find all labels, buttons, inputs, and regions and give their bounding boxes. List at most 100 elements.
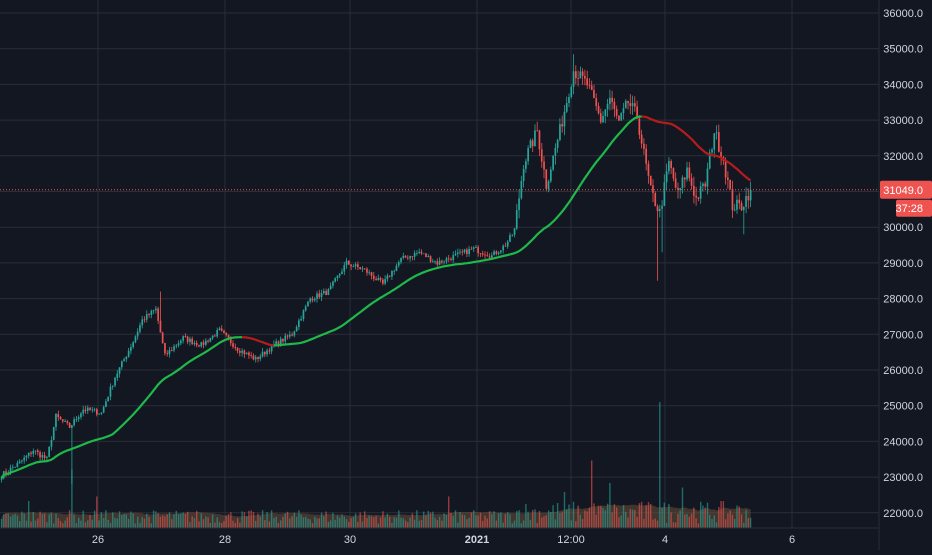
volume-bar: [325, 511, 327, 528]
volume-bar: [41, 514, 44, 528]
candle-body: [96, 409, 98, 415]
volume-bar: [209, 523, 211, 528]
candle-body: [59, 417, 62, 420]
candle-body: [572, 71, 575, 87]
volume-bar: [218, 522, 221, 528]
time-axis[interactable]: 26 28 30 2021 12:00 4 6: [0, 527, 879, 546]
candle-body: [470, 248, 473, 250]
volume-bar: [137, 516, 139, 528]
candle-body: [34, 450, 37, 452]
volume-bar: [416, 510, 418, 528]
candle-body: [372, 275, 375, 279]
volume-bar: [39, 511, 41, 528]
volume-bar: [679, 510, 681, 528]
candle-body: [352, 266, 355, 267]
volume-bar: [246, 516, 248, 528]
candle-body: [166, 353, 169, 355]
candle-body: [329, 285, 332, 290]
volume-bar: [577, 505, 579, 528]
volume-bar: [300, 514, 302, 528]
volume-bar: [277, 523, 280, 528]
candle-body: [672, 168, 675, 179]
candle-body: [702, 183, 704, 187]
volume-bar: [282, 516, 284, 528]
candle-body: [618, 115, 620, 121]
candle-body: [55, 414, 57, 428]
candle-body: [379, 278, 382, 280]
volume-bar: [164, 516, 166, 528]
candle-body: [37, 450, 39, 453]
candle-body: [695, 195, 697, 198]
candle-body: [264, 351, 266, 355]
volume-bar: [87, 520, 89, 528]
candle-body: [538, 130, 541, 150]
candle-body: [86, 407, 89, 411]
volume-bar: [491, 514, 493, 528]
candle-body: [64, 421, 66, 422]
volume-bar: [745, 510, 747, 528]
volume-bar: [448, 496, 450, 528]
volume-bar: [118, 511, 121, 528]
volume-bar: [121, 515, 123, 528]
volume-bar: [556, 503, 559, 528]
candle-body: [239, 351, 241, 353]
candle-body: [252, 355, 255, 360]
candle-body: [525, 161, 527, 169]
volume-bar: [21, 511, 23, 528]
candle-body: [404, 255, 407, 258]
candle-body: [397, 262, 400, 266]
volume-bar: [443, 513, 445, 528]
candle-body: [311, 298, 314, 301]
candle-body: [363, 268, 366, 270]
candle-body: [652, 185, 654, 193]
volume-bar: [634, 510, 636, 528]
candle-body: [742, 207, 745, 211]
volume-bar: [713, 515, 715, 528]
candle-body: [400, 257, 402, 263]
volume-bar: [366, 518, 368, 528]
candle-body: [132, 342, 134, 348]
volume-bar: [184, 514, 187, 528]
volume-bar: [327, 521, 330, 528]
volume-bar: [207, 517, 209, 528]
candle-body: [102, 406, 105, 413]
volume-bar: [647, 502, 650, 528]
volume-bar: [0, 519, 3, 528]
volume-bar: [96, 496, 98, 528]
volume-bar: [731, 514, 734, 528]
volume-bar: [323, 516, 325, 528]
candle-body: [332, 281, 334, 286]
price-axis[interactable]: 36000.035000.034000.033000.032000.031000…: [878, 0, 923, 550]
time-tick-label: 2021: [465, 534, 489, 546]
volume-bar: [722, 501, 725, 528]
volume-bar: [395, 517, 398, 528]
volume-bar: [202, 519, 205, 528]
volume-bar: [507, 512, 509, 528]
volume-bar: [584, 510, 586, 528]
volume-bar: [727, 513, 729, 528]
candle-body: [21, 460, 23, 462]
volume-bar: [700, 501, 702, 528]
time-tick-label: 6: [789, 534, 795, 546]
candle-body: [243, 350, 246, 355]
candle-body: [220, 328, 223, 331]
volume-bar: [89, 514, 91, 528]
candle-body: [495, 251, 498, 254]
candle-body: [599, 113, 602, 123]
candle-body: [636, 106, 638, 119]
candle-body: [502, 245, 504, 251]
candle-body: [180, 340, 182, 344]
candle-body: [450, 258, 452, 260]
volume-bar: [211, 514, 214, 528]
candle-body: [654, 193, 657, 207]
candle-body: [679, 188, 682, 191]
candle-body: [25, 455, 28, 458]
candle-body: [704, 183, 707, 187]
volume-bar: [520, 523, 522, 528]
candle-body: [225, 333, 228, 336]
candle-body: [441, 260, 443, 263]
volume-bar: [747, 518, 749, 528]
candle-body: [425, 253, 427, 257]
